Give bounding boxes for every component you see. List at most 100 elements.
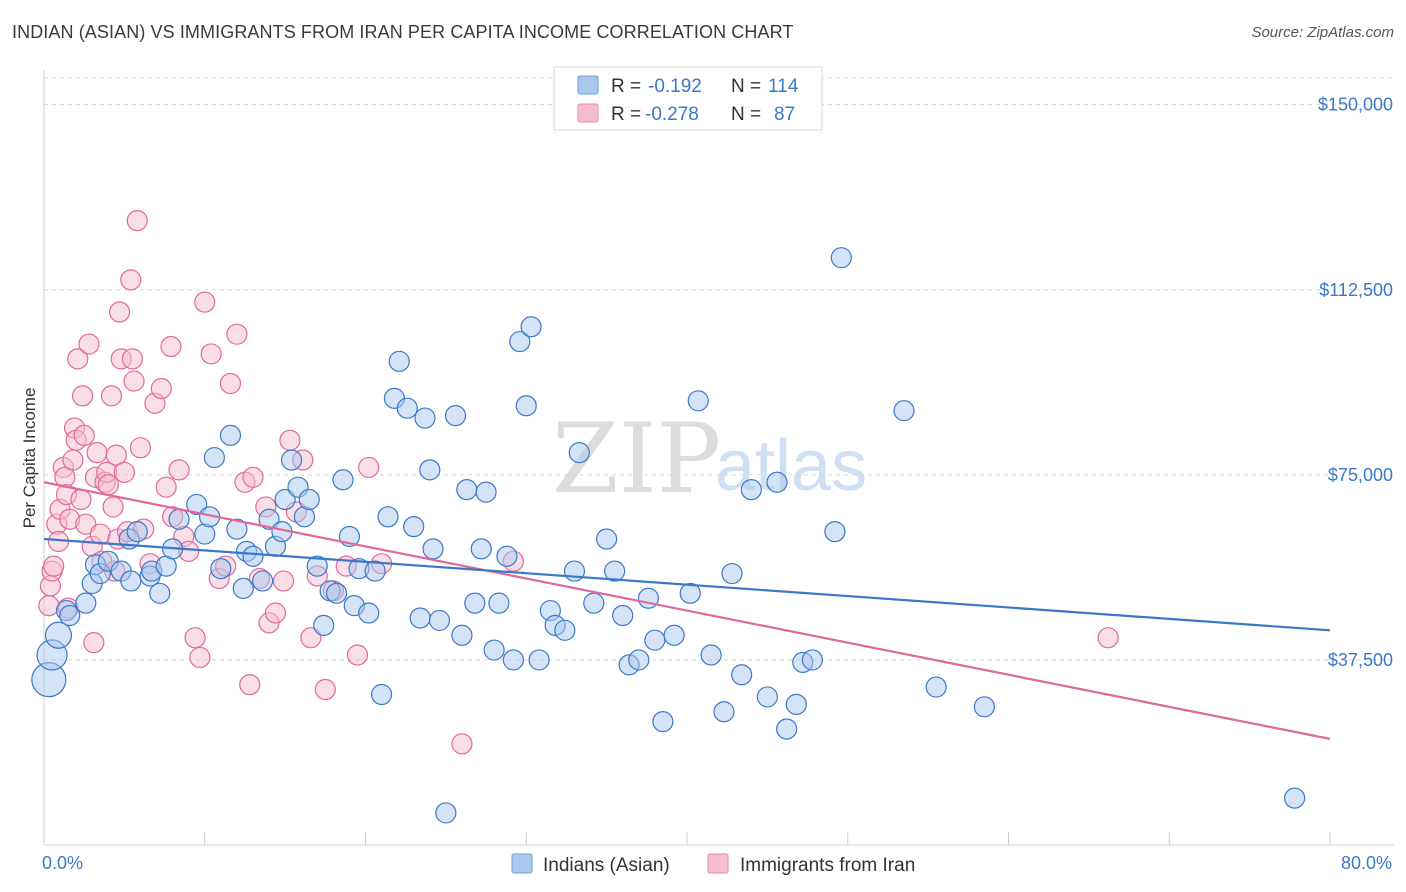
data-point: [226, 323, 248, 345]
data-point: [687, 390, 709, 412]
data-point: [520, 316, 542, 338]
data-point: [242, 466, 264, 488]
data-point: [824, 520, 846, 543]
data-point: [108, 301, 131, 323]
legend-n-label-1: N =: [731, 76, 761, 97]
bottom-legend-blue-swatch: [511, 853, 533, 874]
data-point: [200, 343, 222, 365]
data-point: [89, 523, 111, 545]
data-point: [314, 678, 336, 701]
data-point: [973, 696, 995, 718]
data-point: [364, 560, 386, 582]
legend-n-value-1: 114: [768, 76, 799, 97]
y-tick-label: $37,500: [1328, 650, 1393, 670]
data-point: [801, 649, 823, 671]
legend-r-value-2: -0.278: [645, 104, 699, 125]
data-point: [776, 718, 798, 740]
data-point: [59, 604, 81, 627]
data-point: [203, 446, 225, 469]
data-point: [252, 570, 274, 592]
y-axis-label: Per Capita Income: [20, 388, 39, 529]
data-point: [280, 449, 303, 471]
data-point: [306, 555, 328, 577]
data-point: [71, 385, 94, 407]
data-point: [554, 619, 576, 641]
data-point: [756, 686, 778, 708]
watermark-atlas: atlas: [715, 426, 867, 506]
legend-pink-swatch: [577, 103, 599, 123]
data-point: [102, 496, 124, 518]
y-tick-label: $75,000: [1328, 465, 1393, 485]
data-point: [313, 614, 335, 636]
data-point: [1284, 787, 1306, 809]
data-point: [370, 683, 393, 706]
legend-n-label-2: N =: [731, 104, 761, 125]
data-point: [652, 711, 674, 733]
y-axis-tick-labels: $37,500 $75,000 $112,500 $150,000: [1318, 95, 1393, 670]
data-point: [62, 449, 84, 471]
x-axis-ticks: [43, 832, 1331, 845]
data-point: [740, 479, 762, 501]
data-point: [155, 476, 177, 498]
trend-line-indian: [43, 537, 1331, 632]
data-point: [70, 488, 92, 511]
data-point: [226, 518, 248, 540]
data-point: [272, 570, 295, 592]
data-point: [300, 627, 322, 649]
data-point: [456, 479, 478, 501]
data-point: [358, 456, 380, 479]
bottom-legend-iran: Immigrants from Iran: [740, 855, 915, 876]
legend-n-value-2: 87: [774, 104, 795, 125]
data-point: [332, 469, 354, 491]
data-point: [422, 538, 444, 560]
data-point: [464, 592, 486, 614]
data-point: [713, 701, 735, 723]
data-point: [75, 592, 97, 614]
data-point: [403, 516, 425, 538]
data-point: [451, 624, 473, 646]
data-point: [679, 582, 701, 604]
data-point: [470, 538, 492, 560]
bottom-legend-indian: Indians (Asian): [543, 855, 670, 876]
data-point: [568, 442, 590, 464]
data-point: [73, 424, 95, 446]
data-point: [274, 488, 296, 511]
data-point: [232, 577, 254, 599]
data-point: [239, 673, 261, 696]
data-point: [830, 247, 852, 269]
data-point: [105, 444, 127, 466]
data-point: [150, 377, 172, 400]
data-point: [83, 632, 105, 654]
data-point: [86, 442, 108, 464]
x-tick-label-max: 80.0%: [1341, 853, 1392, 873]
legend-r-label-2: R =: [611, 104, 641, 125]
data-point: [38, 595, 60, 617]
data-point: [75, 513, 97, 535]
data-point: [419, 459, 441, 481]
data-point: [663, 624, 685, 646]
data-point: [210, 558, 232, 580]
data-point: [515, 395, 537, 417]
data-point: [700, 644, 722, 666]
data-point: [358, 602, 380, 624]
data-point: [377, 506, 399, 528]
legend-blue-swatch: [577, 75, 599, 95]
grid-lines: [44, 77, 1394, 661]
data-point: [189, 646, 211, 669]
data-point: [893, 400, 915, 422]
chart-title: INDIAN (ASIAN) VS IMMIGRANTS FROM IRAN P…: [12, 22, 794, 42]
data-point: [194, 291, 216, 313]
data-point: [219, 372, 242, 395]
y-tick-label: $150,000: [1318, 95, 1393, 115]
legend-r-label-1: R =: [611, 76, 641, 97]
legend-r-value-1: -0.192: [648, 76, 702, 97]
data-point: [149, 582, 171, 604]
data-point: [644, 629, 666, 651]
data-point: [325, 582, 348, 604]
data-point: [346, 644, 369, 666]
data-point: [785, 693, 807, 715]
data-point: [279, 429, 301, 451]
trend-lines: [43, 481, 1331, 740]
x-tick-label-min: 0.0%: [42, 853, 83, 873]
